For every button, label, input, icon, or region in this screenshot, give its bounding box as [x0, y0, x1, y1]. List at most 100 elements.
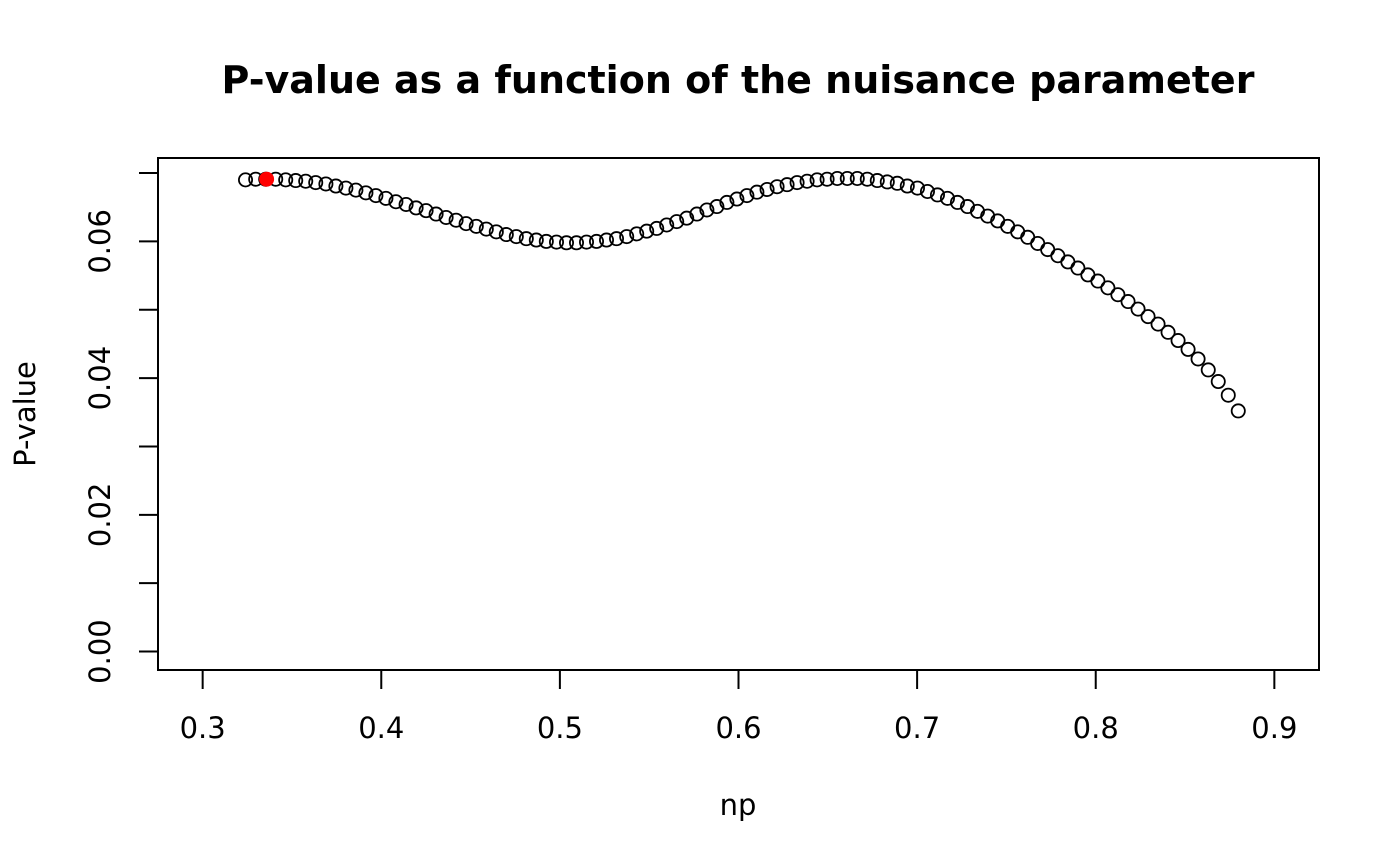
y-axis-label: P-value [8, 361, 42, 467]
data-point [518, 231, 534, 247]
data-point [759, 181, 775, 197]
data-point [799, 173, 815, 189]
data-point [538, 233, 554, 249]
y-axis: 0.00 0.02 0.04 0.06 [83, 172, 159, 684]
data-point [438, 209, 454, 225]
data-point [328, 178, 344, 194]
data-point [919, 183, 935, 199]
data-point [288, 173, 304, 189]
data-point [1230, 403, 1246, 419]
data-point [819, 171, 835, 187]
data-point [388, 194, 404, 210]
data-point [859, 171, 875, 187]
data-point [839, 171, 855, 187]
data-point [1140, 309, 1156, 325]
x-axis-label: np [720, 788, 757, 822]
data-point [428, 206, 444, 222]
data-point [1110, 287, 1126, 303]
data-point [308, 175, 324, 191]
data-point [238, 172, 254, 188]
data-point [318, 176, 334, 192]
data-point [558, 235, 574, 251]
data-point [699, 202, 715, 218]
data-point [749, 184, 765, 200]
data-point [338, 180, 354, 196]
data-point [1100, 280, 1116, 296]
data-point [809, 172, 825, 188]
data-point [468, 218, 484, 234]
data-point [599, 232, 615, 248]
data-point [949, 194, 965, 210]
data-point [709, 199, 725, 215]
data-point [1090, 273, 1106, 289]
data-point [779, 177, 795, 193]
data-point [869, 173, 885, 189]
data-point [729, 191, 745, 207]
data-point [498, 227, 514, 243]
x-tick-label: 0.7 [894, 711, 940, 745]
data-point [568, 235, 584, 251]
data-point [929, 187, 945, 203]
y-tick-label: 0.00 [83, 619, 117, 684]
data-point [298, 173, 314, 189]
data-point [1200, 362, 1216, 378]
data-point [1180, 341, 1196, 357]
x-tick-label: 0.5 [537, 711, 583, 745]
x-tick-label: 0.9 [1251, 711, 1297, 745]
data-point [609, 231, 625, 247]
data-point [408, 200, 424, 216]
data-point [418, 203, 434, 219]
data-point [899, 178, 915, 194]
data-point [659, 217, 675, 233]
data-point [1120, 294, 1136, 310]
data-point [629, 226, 645, 242]
data-point [1210, 374, 1226, 390]
data-point [689, 206, 705, 222]
data-point [478, 221, 494, 237]
data-point [278, 172, 294, 188]
data-point [1190, 351, 1206, 367]
data-point [378, 190, 394, 206]
data-point [1070, 260, 1086, 276]
data-point [358, 185, 374, 201]
data-point [619, 229, 635, 245]
data-point [348, 182, 364, 198]
data-point [1170, 333, 1186, 349]
y-tick-label: 0.04 [83, 346, 117, 411]
data-point [1160, 324, 1176, 340]
data-point [789, 175, 805, 191]
data-point [1150, 316, 1166, 332]
data-point [458, 216, 474, 232]
data-point [649, 220, 665, 236]
data-point [849, 171, 865, 187]
chart-title: P-value as a function of the nuisance pa… [222, 58, 1255, 102]
x-axis: 0.3 0.4 0.5 0.6 0.7 0.8 0.9 [180, 669, 1297, 745]
data-point [589, 233, 605, 249]
y-tick-label: 0.02 [83, 483, 117, 548]
data-point [719, 194, 735, 210]
data-point [879, 174, 895, 190]
data-point [508, 229, 524, 245]
data-point [398, 196, 414, 212]
data-point [488, 224, 504, 240]
x-tick-label: 0.8 [1073, 711, 1119, 745]
data-point [448, 212, 464, 228]
data-point [939, 190, 955, 206]
x-tick-label: 0.6 [715, 711, 761, 745]
data-point [679, 210, 695, 226]
data-point [1220, 387, 1236, 403]
data-point [639, 223, 655, 239]
data-point [889, 175, 905, 191]
y-tick-label: 0.06 [83, 209, 117, 274]
data-points [238, 171, 1246, 419]
data-point [829, 171, 845, 187]
data-point [578, 234, 594, 250]
data-point [368, 188, 384, 204]
data-point [739, 188, 755, 204]
data-point [769, 179, 785, 195]
x-tick-label: 0.4 [358, 711, 404, 745]
data-point [1130, 301, 1146, 317]
data-point [669, 214, 685, 230]
